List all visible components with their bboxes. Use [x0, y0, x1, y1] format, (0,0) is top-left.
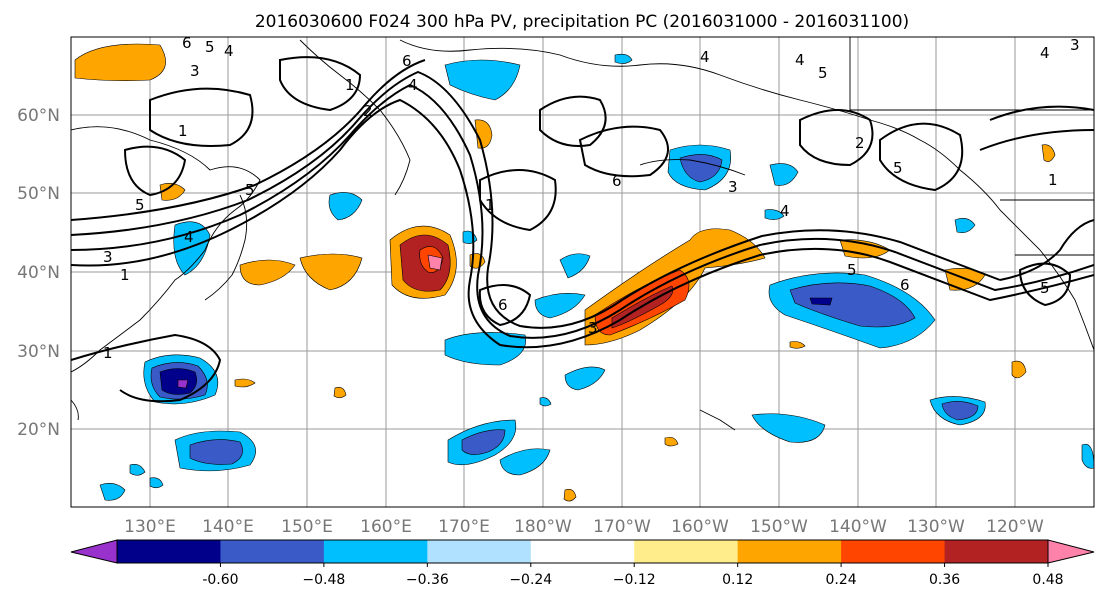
- contour-label: 1: [1048, 171, 1058, 189]
- colorbar-tick-label: 0.36: [929, 572, 960, 588]
- lon-label: 140°W: [829, 517, 887, 537]
- pv-contour-labels: 6 5 4 3 5 1 5 4 3 1 1 6 4 2 1 1 6 3 4 5 …: [103, 34, 1080, 362]
- contour-label: 3: [103, 248, 113, 266]
- contour-label: 1: [103, 344, 113, 362]
- contour-label: 2: [855, 134, 865, 152]
- colorbar-swatch: [323, 540, 428, 563]
- contour-label: 2: [363, 102, 373, 120]
- contour-label: 5: [205, 38, 215, 56]
- precip-negative-areas: [99, 53, 1094, 501]
- lat-label: 50°N: [17, 184, 60, 204]
- colorbar-tick-label: 0.24: [826, 572, 857, 588]
- contour-label: 4: [700, 48, 710, 66]
- contour-label: 6: [900, 276, 910, 294]
- colorbar-arrow-right: [1047, 539, 1095, 564]
- figure-title: 2016030600 F024 300 hPa PV, precipitatio…: [255, 12, 909, 32]
- lat-label: 40°N: [17, 263, 60, 283]
- map-frame: [70, 36, 1095, 508]
- contour-label: 5: [893, 159, 903, 177]
- colorbar-tick-label: −0.12: [613, 572, 656, 588]
- lat-label: 30°N: [17, 342, 60, 362]
- colorbar-swatch: [427, 540, 532, 563]
- contour-label: 5: [847, 261, 857, 279]
- contour-label: 1: [485, 196, 495, 214]
- lat-label: 60°N: [17, 106, 60, 126]
- contour-label: 6: [612, 172, 622, 190]
- lon-label: 150°E: [281, 517, 333, 537]
- contour-label: 3: [190, 62, 200, 80]
- contour-label: 5: [1040, 279, 1050, 297]
- lon-label: 170°W: [593, 517, 651, 537]
- lon-label: 180°W: [514, 517, 572, 537]
- colorbar-swatch: [117, 540, 221, 563]
- lon-label: 160°W: [671, 517, 729, 537]
- colorbar-tick-label: −0.48: [302, 572, 345, 588]
- contour-label: 6: [402, 52, 412, 70]
- colorbar-swatch: [530, 540, 635, 563]
- contour-label: 4: [408, 76, 418, 94]
- contour-label: 4: [1040, 44, 1050, 62]
- pv-contours: [71, 56, 1094, 403]
- colorbar-swatches: [117, 540, 1049, 563]
- longitude-labels: 130°E 140°E 150°E 160°E 170°E 180°W 170°…: [124, 517, 1044, 537]
- contour-label: 1: [345, 76, 355, 94]
- contour-label: 6: [182, 34, 192, 52]
- colorbar-swatch: [737, 540, 842, 563]
- contour-label: 5: [245, 181, 255, 199]
- contour-label: 6: [498, 296, 508, 314]
- contour-label: 3: [1070, 36, 1080, 54]
- colorbar-swatch: [634, 540, 739, 563]
- contour-label: 1: [178, 122, 188, 140]
- lat-label: 20°N: [17, 420, 60, 440]
- colorbar-arrow-left: [70, 539, 118, 564]
- colorbar-swatch: [220, 540, 325, 563]
- contour-label: 5: [135, 196, 145, 214]
- lon-label: 170°E: [438, 517, 490, 537]
- latitude-labels: 60°N 50°N 40°N 30°N 20°N: [17, 106, 60, 440]
- colorbar-tick-label: −0.36: [406, 572, 449, 588]
- colorbar-frame: [116, 539, 1049, 564]
- lon-label: 130°E: [124, 517, 176, 537]
- contour-label: 4: [184, 228, 194, 246]
- contour-label: 3: [588, 319, 598, 337]
- colorbar-swatch: [841, 540, 946, 563]
- contour-label: 5: [818, 64, 828, 82]
- contour-label: 4: [795, 51, 805, 69]
- contour-label: 4: [780, 202, 790, 220]
- lon-label: 120°W: [986, 517, 1044, 537]
- colorbar-swatch: [944, 540, 1049, 563]
- lon-label: 160°E: [360, 517, 412, 537]
- colorbar-tick-label: 0.48: [1032, 572, 1063, 588]
- contour-label: 3: [728, 178, 738, 196]
- colorbar: -0.60 −0.48 −0.36 −0.24 −0.12 0.12 0.24 0.36 0.4…: [70, 539, 1095, 588]
- colorbar-tick-label: −0.24: [509, 572, 552, 588]
- colorbar-tick-label: 0.12: [722, 572, 753, 588]
- colorbar-ticks: -0.60 −0.48 −0.36 −0.24 −0.12 0.12 0.24 0.36 0.4…: [202, 563, 1064, 588]
- lon-label: 150°W: [750, 517, 808, 537]
- contour-label: 1: [120, 266, 130, 284]
- lon-label: 140°E: [202, 517, 254, 537]
- lon-label: 130°W: [907, 517, 965, 537]
- contour-label: 4: [224, 42, 234, 60]
- colorbar-tick-label: -0.60: [202, 572, 238, 588]
